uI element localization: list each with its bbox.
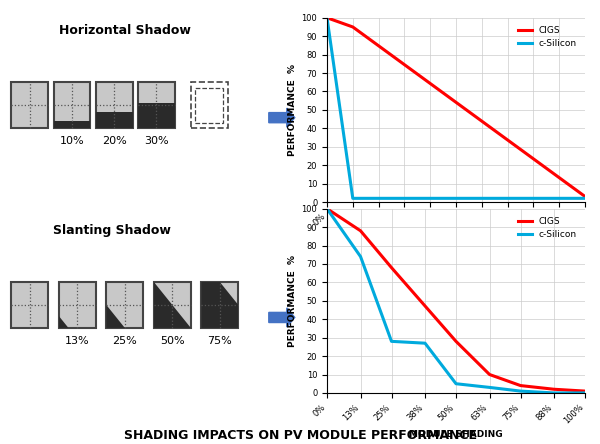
Legend: CIGS, c-Silicon: CIGS, c-Silicon <box>514 22 580 52</box>
Bar <box>96 82 133 128</box>
c-Silicon <box>486 385 493 390</box>
Bar <box>191 82 228 128</box>
Text: Slanting Shadow: Slanting Shadow <box>53 224 170 237</box>
c-Silicon <box>581 390 589 396</box>
CIGS <box>581 388 589 394</box>
Bar <box>202 282 238 328</box>
Bar <box>53 82 91 128</box>
Polygon shape <box>59 316 68 328</box>
CIGS <box>388 265 395 270</box>
Bar <box>53 121 91 128</box>
Bar <box>11 82 48 128</box>
Bar <box>96 112 133 128</box>
CIGS <box>349 24 356 30</box>
Text: SHADING IMPACTS ON PV MODULE PERFORMANCE: SHADING IMPACTS ON PV MODULE PERFORMANCE <box>124 429 476 442</box>
Y-axis label: PERFORMANCE  %: PERFORMANCE % <box>289 255 298 347</box>
Bar <box>138 103 175 128</box>
Text: 30%: 30% <box>144 136 169 147</box>
CIGS <box>550 387 557 392</box>
CIGS <box>323 15 331 20</box>
c-Silicon <box>357 254 364 259</box>
Bar <box>195 88 223 123</box>
Line: CIGS: CIGS <box>327 209 585 391</box>
Polygon shape <box>154 282 191 328</box>
Text: Horizontal Shadow: Horizontal Shadow <box>59 24 191 37</box>
Line: CIGS: CIGS <box>327 18 585 197</box>
Text: 50%: 50% <box>160 336 185 346</box>
c-Silicon <box>323 15 331 20</box>
Line: c-Silicon: c-Silicon <box>327 209 585 393</box>
Y-axis label: PERFORMANCE  %: PERFORMANCE % <box>289 64 298 156</box>
X-axis label: MODULE SHADING: MODULE SHADING <box>409 430 503 439</box>
FancyArrow shape <box>269 308 295 327</box>
Bar <box>59 282 96 328</box>
c-Silicon <box>550 390 557 396</box>
X-axis label: MODULE SHADING: MODULE SHADING <box>409 239 503 248</box>
CIGS <box>452 339 460 344</box>
c-Silicon <box>323 206 331 211</box>
Text: 10%: 10% <box>59 136 85 147</box>
Text: 75%: 75% <box>208 336 232 346</box>
Polygon shape <box>106 305 125 328</box>
Bar <box>138 82 175 128</box>
c-Silicon <box>388 339 395 344</box>
CIGS <box>581 194 589 199</box>
Bar <box>11 282 48 328</box>
CIGS <box>486 372 493 377</box>
FancyArrow shape <box>269 108 295 127</box>
CIGS <box>323 206 331 211</box>
Text: 20%: 20% <box>102 136 127 147</box>
Bar <box>154 282 191 328</box>
c-Silicon <box>349 196 356 201</box>
Legend: CIGS, c-Silicon: CIGS, c-Silicon <box>514 213 580 243</box>
Text: 13%: 13% <box>65 336 89 346</box>
c-Silicon <box>517 388 524 394</box>
CIGS <box>357 228 364 234</box>
CIGS <box>517 383 524 388</box>
Bar <box>106 282 143 328</box>
Text: 25%: 25% <box>112 336 137 346</box>
c-Silicon <box>421 341 428 346</box>
c-Silicon <box>581 196 589 201</box>
Polygon shape <box>202 259 257 328</box>
Line: c-Silicon: c-Silicon <box>327 18 585 198</box>
c-Silicon <box>452 381 460 386</box>
